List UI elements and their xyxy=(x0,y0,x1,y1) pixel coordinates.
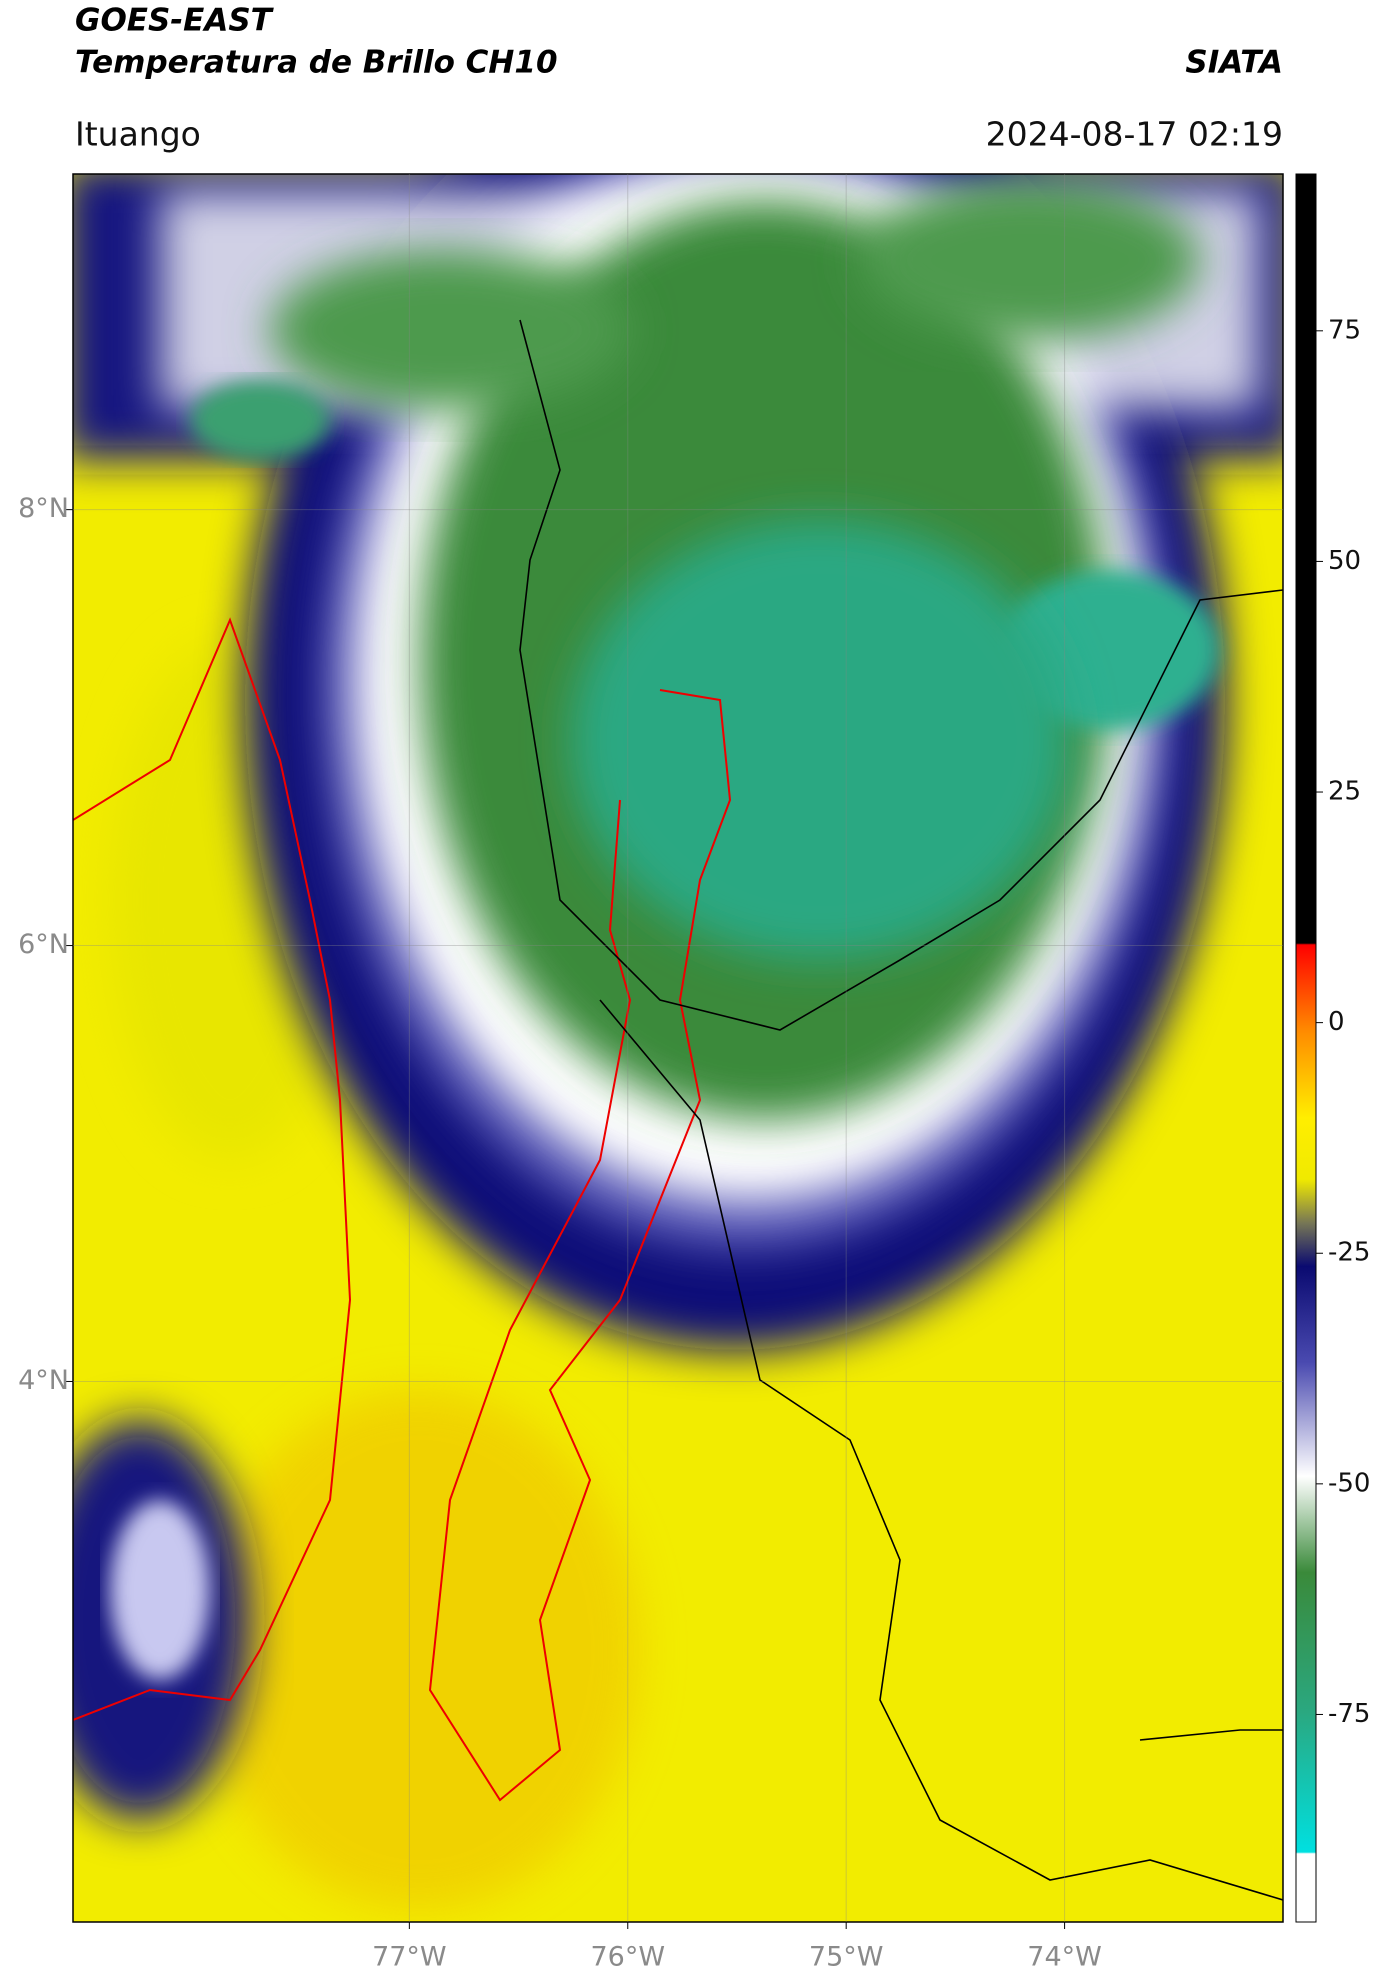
colorbar xyxy=(1295,173,1317,1923)
datetime: 2024-08-17 02:19 xyxy=(986,115,1283,154)
colorbar-tick-label: 75 xyxy=(1328,315,1361,345)
lat-tick-label: 8°N xyxy=(18,493,69,524)
lon-tick-label: 76°W xyxy=(590,1942,665,1973)
colorbar-tick-label: -25 xyxy=(1328,1238,1370,1268)
satellite-image xyxy=(73,174,1283,1922)
colorbar-tick-label: 0 xyxy=(1328,1007,1345,1037)
source: SIATA xyxy=(1185,45,1283,81)
title: GOES-EAST xyxy=(75,3,275,39)
colorbar-tick-label: -50 xyxy=(1328,1468,1370,1498)
lat-tick-label: 4°N xyxy=(18,1365,69,1396)
subtitle: Temperatura de Brillo CH10 xyxy=(75,45,558,81)
colorbar-tick-label: -75 xyxy=(1328,1699,1370,1729)
lat-tick-label: 6°N xyxy=(18,929,69,960)
location: Ituango xyxy=(75,115,201,154)
lon-tick-label: 74°W xyxy=(1027,1942,1102,1973)
colorbar-tick-label: 50 xyxy=(1328,546,1361,576)
lon-tick-label: 77°W xyxy=(372,1942,447,1973)
map-frame xyxy=(72,173,1284,1923)
lon-tick-label: 75°W xyxy=(809,1942,884,1973)
colorbar-tick-label: 25 xyxy=(1328,777,1361,807)
